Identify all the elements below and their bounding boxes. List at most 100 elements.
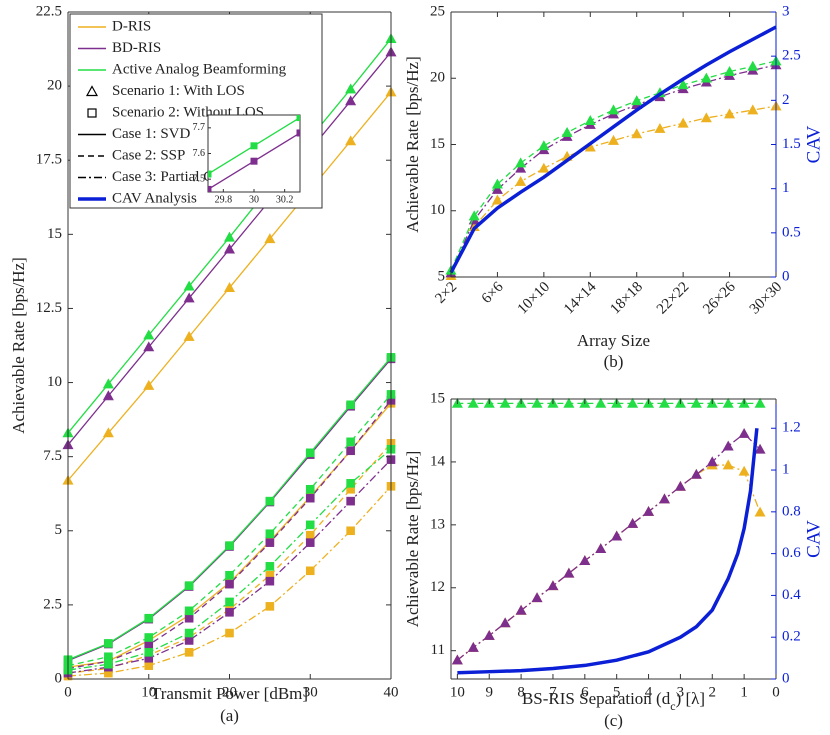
y2-tick-label: 3 [782, 3, 790, 19]
caption: (c) [604, 711, 623, 730]
marker [747, 104, 759, 115]
x-tick-label: 14×14 [561, 279, 600, 318]
marker [305, 530, 315, 540]
marker [223, 243, 236, 254]
marker [305, 484, 315, 494]
caption: (b) [604, 352, 624, 371]
marker [225, 607, 234, 617]
marker [724, 66, 736, 76]
marker [491, 194, 503, 205]
legend-label: Case 3: Partial CSI [112, 169, 227, 185]
marker [104, 652, 113, 662]
marker [627, 517, 639, 528]
marker [183, 292, 195, 303]
inset-y-tick-label: 7.5 [193, 173, 206, 184]
legend-label: BD-RIS [112, 40, 161, 56]
x-tick-label: 10 [450, 684, 465, 700]
marker [561, 126, 573, 137]
marker [144, 648, 154, 657]
marker [143, 341, 155, 352]
marker [515, 162, 527, 173]
marker [265, 562, 275, 571]
marker [595, 543, 607, 554]
marker [658, 493, 670, 504]
y2-tick-label: 0.8 [782, 503, 801, 519]
y2-tick-label: 0 [782, 670, 790, 686]
y-tick-label: 10 [47, 374, 62, 390]
marker [677, 79, 689, 90]
legend-label: Scenario 1: With LOS [112, 83, 245, 99]
marker [515, 175, 527, 186]
marker [468, 210, 480, 221]
marker [265, 538, 275, 547]
legend-marker [85, 85, 99, 97]
marker [754, 397, 766, 408]
x-tick-label: 22×22 [654, 279, 693, 318]
x-tick-label: 6 [581, 684, 589, 700]
inset-plot [208, 115, 300, 192]
marker [607, 104, 620, 115]
marker [747, 60, 759, 71]
y-tick-label: 5 [55, 522, 63, 538]
x-tick-label: 18×18 [607, 279, 646, 318]
y-axis-label: Achievable Rate [bps/Hz] [9, 257, 28, 434]
x-tick-label: 9 [485, 684, 493, 700]
marker [184, 606, 194, 616]
marker [538, 162, 550, 173]
series-line [450, 105, 777, 276]
marker [690, 397, 702, 408]
marker [225, 570, 234, 580]
marker [738, 465, 750, 476]
series-line [67, 485, 392, 677]
marker [700, 112, 712, 123]
marker [515, 604, 527, 615]
marker [491, 178, 503, 189]
marker [738, 427, 750, 438]
marker [184, 648, 194, 657]
caption: (a) [220, 706, 239, 725]
marker [305, 520, 315, 530]
marker [184, 581, 194, 590]
marker [483, 629, 495, 640]
marker [467, 641, 479, 652]
series-line [67, 459, 392, 674]
legend-label: CAV Analysis [112, 190, 197, 206]
legend-label: D-RIS [112, 18, 151, 34]
marker [223, 282, 236, 292]
marker [225, 579, 234, 589]
x-tick-label: 10 [141, 684, 156, 700]
y2-tick-label: 2.5 [782, 48, 801, 64]
marker [754, 506, 766, 517]
legend: D-RIS BD-RIS Active Analog Beamforming Scen… [69, 13, 323, 209]
y2-tick-label: 2 [782, 92, 790, 108]
marker [208, 185, 212, 192]
x-tick-label: 10×10 [515, 279, 554, 318]
marker [611, 530, 623, 541]
marker [104, 639, 113, 648]
marker [143, 329, 155, 340]
x-tick-label: 26×26 [700, 279, 739, 318]
marker [579, 555, 591, 566]
x-axis-label-part: c [670, 699, 675, 713]
x-tick-label: 1 [740, 684, 748, 700]
x-tick-label: 30 [303, 684, 318, 700]
marker [346, 496, 355, 506]
marker [631, 95, 643, 106]
y-tick-label: 2.5 [43, 596, 62, 612]
y-tick-label: 12.5 [36, 300, 62, 316]
marker [264, 233, 276, 244]
marker [346, 526, 355, 536]
y2-tick-label: 0.4 [782, 587, 801, 603]
marker [143, 379, 155, 390]
legend-marker [87, 108, 97, 118]
x-axis-label-part: Array Size [577, 331, 650, 350]
legend-label: Case 1: SVD [112, 126, 191, 142]
y-tick-label: 0 [55, 670, 63, 686]
y2-tick-label: 0.5 [782, 224, 801, 240]
inset-x-tick-label: 30 [249, 194, 259, 205]
y-axis-label: Achievable Rate [bps/Hz] [403, 56, 422, 233]
marker [627, 397, 639, 408]
y2-axis-label: CAV [803, 125, 824, 163]
marker [183, 330, 195, 341]
